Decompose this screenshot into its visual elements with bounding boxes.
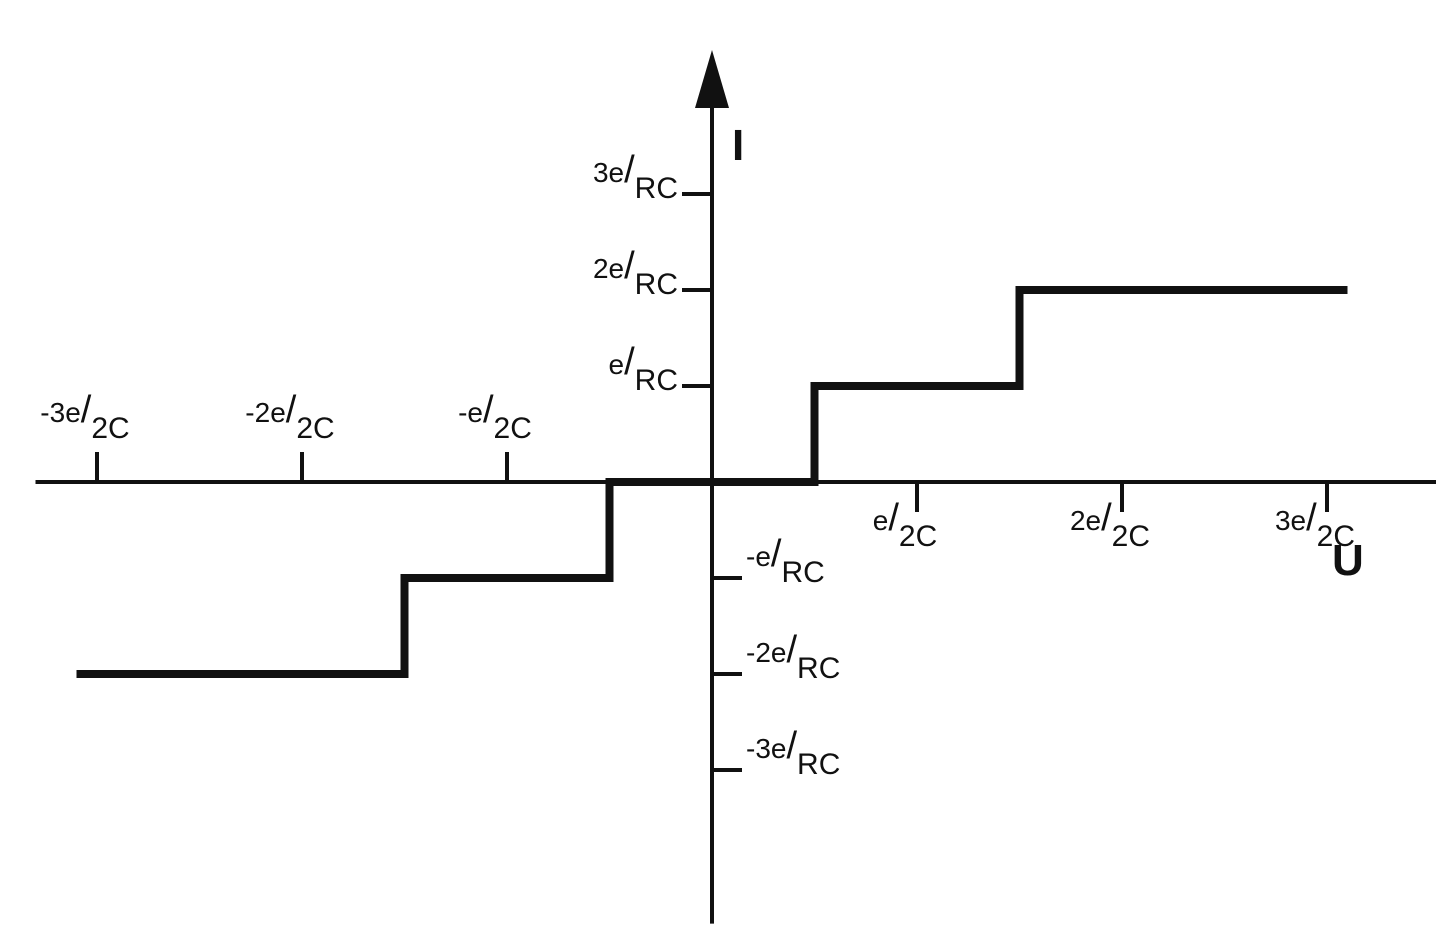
series-staircase-line — [76, 286, 1348, 678]
x-tick: -3e/2C — [40, 389, 130, 482]
x-tick: 2e/2C — [1070, 482, 1150, 553]
y-tick: -2e/RC — [712, 629, 840, 685]
x-tick-label: e/2C — [873, 497, 938, 553]
y-tick: -e/RC — [712, 533, 825, 589]
y-tick-label: -3e/RC — [746, 725, 840, 781]
y-tick-label: 2e/RC — [593, 245, 678, 301]
y-tick: -3e/RC — [712, 725, 840, 781]
y-tick: 2e/RC — [593, 245, 712, 301]
x-tick: -2e/2C — [245, 389, 335, 482]
x-tick: e/2C — [873, 482, 938, 553]
y-tick-label: -2e/RC — [746, 629, 840, 685]
x-tick-label: -e/2C — [458, 389, 532, 445]
y-tick: 3e/RC — [593, 149, 712, 205]
x-axis-label: U — [1332, 536, 1364, 585]
y-tick-label: -e/RC — [746, 533, 825, 589]
x-tick-label: -2e/2C — [245, 389, 334, 445]
y-tick: e/RC — [609, 341, 712, 397]
y-axis-arrowhead — [695, 50, 729, 108]
x-tick-label: 2e/2C — [1070, 497, 1150, 553]
x-ticks: -3e/2C -2e/2C -e/2C e/2C 2e/2C 3e/2C — [40, 389, 1355, 553]
x-tick: 3e/2C — [1275, 482, 1355, 553]
x-tick-label: 3e/2C — [1275, 497, 1355, 553]
y-ticks: 3e/RC 2e/RC e/RC -e/RC -2e/RC -3e/RC — [593, 149, 840, 781]
y-tick-label: e/RC — [609, 341, 678, 397]
x-tick-label: -3e/2C — [40, 389, 129, 445]
axes — [35, 50, 1436, 924]
y-tick-label: 3e/RC — [593, 149, 678, 205]
x-tick: -e/2C — [458, 389, 532, 482]
y-axis-label: I — [732, 121, 744, 170]
